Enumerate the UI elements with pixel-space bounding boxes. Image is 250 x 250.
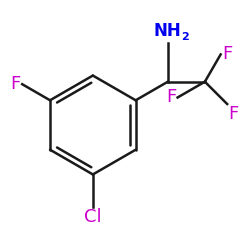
Text: F: F xyxy=(222,46,232,64)
Text: 2: 2 xyxy=(182,32,189,42)
Text: Cl: Cl xyxy=(84,208,102,226)
Text: NH: NH xyxy=(154,22,182,40)
Text: F: F xyxy=(166,88,176,106)
Text: F: F xyxy=(228,105,239,123)
Text: F: F xyxy=(11,75,21,93)
